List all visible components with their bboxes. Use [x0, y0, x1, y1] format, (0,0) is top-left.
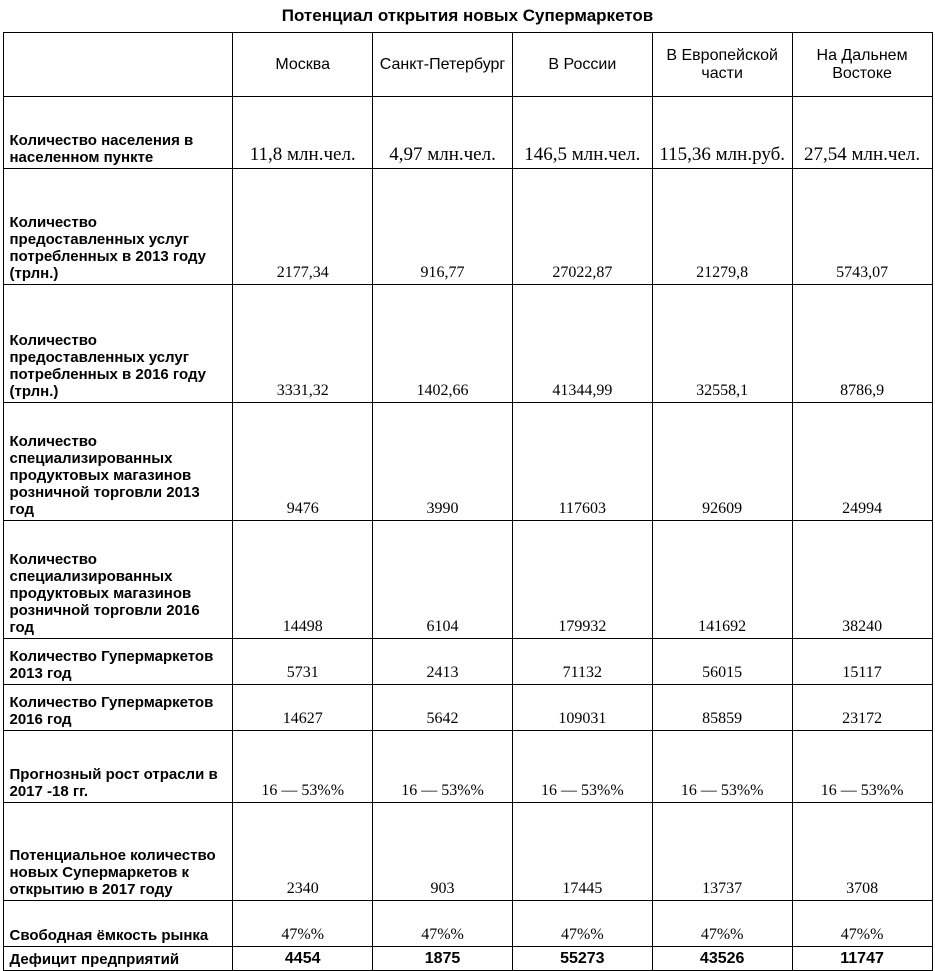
table-cell: 141692 — [652, 521, 792, 639]
table-cell: 2340 — [233, 803, 373, 901]
row-label: Количество предоставленных услуг потребл… — [3, 285, 233, 403]
table-cell: 41344,99 — [512, 285, 652, 403]
table-cell: 47%% — [233, 901, 373, 947]
table-cell: 47%% — [512, 901, 652, 947]
table-cell: 16 — 53%% — [233, 731, 373, 803]
table-cell: 24994 — [792, 403, 932, 521]
row-label: Дефицит предприятий — [3, 947, 233, 971]
table-cell: 1402,66 — [373, 285, 513, 403]
table-row: Потенциальное количество новых Супермарк… — [3, 803, 932, 901]
row-label: Количество Гупермаркетов 2013 год — [3, 639, 233, 685]
table-cell: 32558,1 — [652, 285, 792, 403]
table-cell: 5743,07 — [792, 169, 932, 285]
table-cell: 16 — 53%% — [373, 731, 513, 803]
table-cell: 85859 — [652, 685, 792, 731]
table-cell: 21279,8 — [652, 169, 792, 285]
row-label: Количество Гупермаркетов 2016 год — [3, 685, 233, 731]
table-cell: 27,54 млн.чел. — [792, 97, 932, 169]
table-cell: 2413 — [373, 639, 513, 685]
table-header-row: Москва Санкт-Петербург В России В Европе… — [3, 33, 932, 97]
table-cell: 71132 — [512, 639, 652, 685]
table-cell: 23172 — [792, 685, 932, 731]
table-cell: 15117 — [792, 639, 932, 685]
table-cell: 115,36 млн.руб. — [652, 97, 792, 169]
table-row: Количество предоставленных услуг потребл… — [3, 169, 932, 285]
row-label: Количество специализированных продуктовы… — [3, 403, 233, 521]
table-cell: 4,97 млн.чел. — [373, 97, 513, 169]
table-cell: 43526 — [652, 947, 792, 971]
table-cell: 13737 — [652, 803, 792, 901]
header-col-1: Санкт-Петербург — [373, 33, 513, 97]
table-cell: 11747 — [792, 947, 932, 971]
table-row: Количество предоставленных услуг потребл… — [3, 285, 932, 403]
row-label: Количество населения в населенном пункте — [3, 97, 233, 169]
header-col-0: Москва — [233, 33, 373, 97]
table-cell: 109031 — [512, 685, 652, 731]
table-cell: 27022,87 — [512, 169, 652, 285]
table-row: Прогнозный рост отрасли в 2017 -18 гг.16… — [3, 731, 932, 803]
header-col-2: В России — [512, 33, 652, 97]
header-col-3: В Европейской части — [652, 33, 792, 97]
table-row: Количество специализированных продуктовы… — [3, 403, 932, 521]
header-blank — [3, 33, 233, 97]
table-row: Количество населения в населенном пункте… — [3, 97, 932, 169]
row-label: Количество предоставленных услуг потребл… — [3, 169, 233, 285]
table-cell: 17445 — [512, 803, 652, 901]
table-cell: 3990 — [373, 403, 513, 521]
table-cell: 3708 — [792, 803, 932, 901]
table-cell: 16 — 53%% — [512, 731, 652, 803]
table-row: Количество Гупермаркетов 2013 год5731241… — [3, 639, 932, 685]
table-cell: 47%% — [373, 901, 513, 947]
table-cell: 916,77 — [373, 169, 513, 285]
table-row: Количество специализированных продуктовы… — [3, 521, 932, 639]
table-row: Количество Гупермаркетов 2016 год1462756… — [3, 685, 932, 731]
table-cell: 5731 — [233, 639, 373, 685]
table-cell: 16 — 53%% — [792, 731, 932, 803]
table-cell: 8786,9 — [792, 285, 932, 403]
table-cell: 47%% — [792, 901, 932, 947]
table-cell: 5642 — [373, 685, 513, 731]
table-cell: 38240 — [792, 521, 932, 639]
table-cell: 903 — [373, 803, 513, 901]
table-title: Потенциал открытия новых Супермаркетов — [0, 6, 935, 26]
table-cell: 9476 — [233, 403, 373, 521]
row-label: Количество специализированных продуктовы… — [3, 521, 233, 639]
data-table: Москва Санкт-Петербург В России В Европе… — [3, 32, 933, 971]
table-cell: 146,5 млн.чел. — [512, 97, 652, 169]
table-cell: 47%% — [652, 901, 792, 947]
table-cell: 16 — 53%% — [652, 731, 792, 803]
table-cell: 1875 — [373, 947, 513, 971]
row-label: Потенциальное количество новых Супермарк… — [3, 803, 233, 901]
header-col-4: На Дальнем Востоке — [792, 33, 932, 97]
table-cell: 11,8 млн.чел. — [233, 97, 373, 169]
table-cell: 92609 — [652, 403, 792, 521]
table-cell: 6104 — [373, 521, 513, 639]
table-cell: 14498 — [233, 521, 373, 639]
page-root: Потенциал открытия новых Супермаркетов М… — [0, 0, 935, 971]
table-row: Дефицит предприятий445418755527343526117… — [3, 947, 932, 971]
row-label: Свободная ёмкость рынка — [3, 901, 233, 947]
table-cell: 179932 — [512, 521, 652, 639]
table-cell: 55273 — [512, 947, 652, 971]
table-cell: 2177,34 — [233, 169, 373, 285]
table-cell: 14627 — [233, 685, 373, 731]
table-cell: 117603 — [512, 403, 652, 521]
table-cell: 56015 — [652, 639, 792, 685]
table-body: Количество населения в населенном пункте… — [3, 97, 932, 971]
row-label: Прогнозный рост отрасли в 2017 -18 гг. — [3, 731, 233, 803]
table-row: Свободная ёмкость рынка47%%47%%47%%47%%4… — [3, 901, 932, 947]
table-cell: 4454 — [233, 947, 373, 971]
table-cell: 3331,32 — [233, 285, 373, 403]
